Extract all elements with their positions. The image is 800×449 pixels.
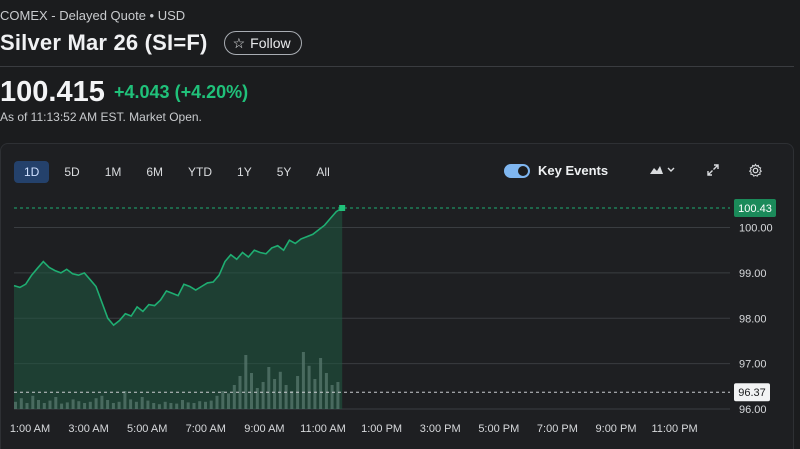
as-of-timestamp: As of 11:13:52 AM EST. Market Open. [0, 110, 202, 124]
settings-button[interactable] [748, 163, 763, 181]
tab-5y[interactable]: 5Y [276, 165, 292, 179]
price-chart[interactable]: 100.00 99.00 98.00 97.00 96.00 1:00 AM 3:00 A… [0, 190, 800, 448]
y-tick-label: 96.00 [739, 404, 767, 416]
x-tick-label: 5:00 PM [478, 423, 519, 435]
key-events-label: Key Events [538, 163, 609, 178]
x-tick-label: 3:00 PM [420, 423, 461, 435]
x-tick-label: 11:00 AM [300, 423, 346, 435]
tab-all[interactable]: All [316, 165, 330, 179]
last-price-marker [339, 205, 346, 211]
range-tabs: 1D 5D 1M 6M YTD 1Y 5Y All [14, 161, 345, 183]
expand-icon [707, 164, 719, 176]
expand-button[interactable] [706, 163, 720, 180]
x-tick-label: 7:00 PM [537, 423, 578, 435]
tab-1d[interactable]: 1D [14, 161, 50, 183]
y-tick-label: 99.00 [739, 268, 767, 280]
y-tick-label: 100.00 [739, 223, 773, 235]
mountain-chart-icon [650, 166, 675, 174]
x-tick-label: 9:00 AM [244, 423, 284, 435]
price-change-pct: (+4.20%) [174, 82, 249, 102]
chart-type-button[interactable] [648, 163, 678, 180]
price-change: +4.043 (+4.20%) [114, 82, 248, 103]
tab-5d[interactable]: 5D [64, 165, 80, 179]
prev-close-tag [734, 383, 770, 402]
header-divider [0, 66, 794, 67]
x-tick-label: 7:00 AM [186, 423, 226, 435]
prev-close-tag-label: 96.37 [738, 387, 766, 399]
y-tick-label: 98.00 [739, 313, 767, 325]
tab-1m[interactable]: 1M [104, 165, 122, 179]
follow-label: Follow [250, 35, 291, 51]
price-change-abs: +4.043 [114, 82, 170, 102]
current-price: 100.415 [0, 76, 105, 108]
x-tick-label: 11:00 PM [651, 423, 697, 435]
price-area [14, 208, 343, 409]
exchange-line: COMEX - Delayed Quote • USD [0, 8, 186, 23]
tab-ytd[interactable]: YTD [188, 165, 213, 179]
y-tick-label: 97.00 [739, 359, 767, 371]
toggle-switch[interactable] [504, 163, 530, 178]
follow-button[interactable]: ☆ Follow [223, 31, 302, 55]
title-row: Silver Mar 26 (SI=F) ☆ Follow [0, 30, 302, 56]
star-icon: ☆ [232, 34, 246, 51]
x-tick-label: 5:00 AM [127, 423, 167, 435]
price-line [13, 207, 343, 327]
x-tick-label: 3:00 AM [68, 423, 108, 435]
x-tick-label: 1:00 PM [361, 423, 402, 435]
tab-1y[interactable]: 1Y [237, 165, 252, 179]
price-tags: 100.43 96.37 [734, 199, 776, 402]
x-tick-label: 9:00 PM [596, 423, 637, 435]
key-events-toggle[interactable]: Key Events [504, 163, 608, 178]
tab-6m[interactable]: 6M [146, 165, 164, 179]
toggle-knob [518, 165, 528, 176]
gear-icon [748, 163, 763, 177]
current-price-tag [734, 199, 776, 217]
current-price-tag-label: 100.43 [738, 203, 772, 215]
y-axis: 100.00 99.00 98.00 97.00 96.00 [739, 223, 773, 416]
page-title: Silver Mar 26 (SI=F) [0, 30, 208, 55]
x-axis: 1:00 AM 3:00 AM 5:00 AM 7:00 AM 9:00 AM 11:00… [10, 423, 698, 435]
x-tick-label: 1:00 AM [10, 423, 50, 435]
chevron-down-icon [667, 167, 675, 172]
